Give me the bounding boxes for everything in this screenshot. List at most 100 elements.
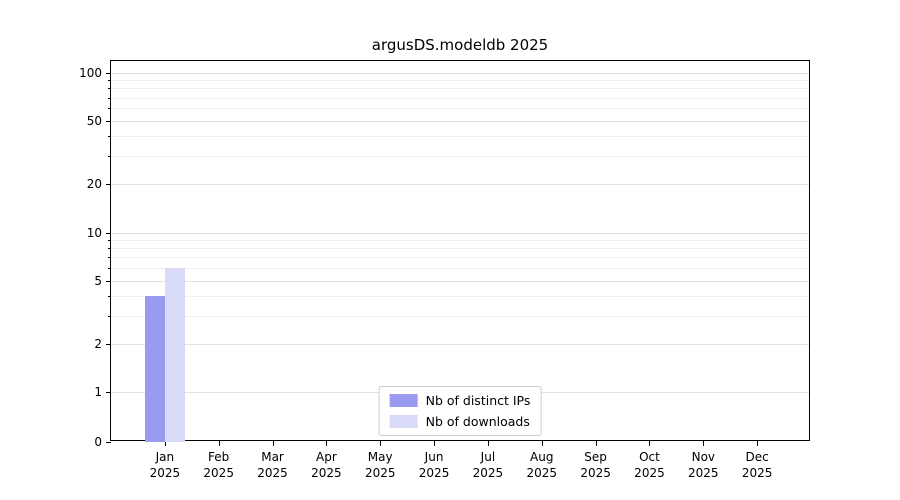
minor-gridline xyxy=(111,80,809,82)
x-tick-label: Aug 2025 xyxy=(526,449,557,481)
y-tick-label: 0 xyxy=(94,435,102,449)
legend-swatch-downloads xyxy=(389,415,418,428)
y-tick-mark xyxy=(106,442,111,443)
x-tick-mark xyxy=(380,441,382,446)
x-tick-label: May 2025 xyxy=(365,449,396,481)
x-tick-mark xyxy=(703,441,705,446)
minor-gridline xyxy=(111,136,809,138)
x-tick-month: Nov xyxy=(691,450,716,464)
x-tick-mark xyxy=(487,441,489,446)
x-tick-mark xyxy=(757,441,759,446)
x-tick-month: Apr xyxy=(315,450,337,464)
major-gridline xyxy=(111,280,809,282)
y-minor-tick-mark xyxy=(108,315,111,317)
x-tick-mark xyxy=(649,441,651,446)
x-tick-year: 2025 xyxy=(203,466,234,480)
minor-gridline xyxy=(111,156,809,158)
x-tick-mark xyxy=(595,441,597,446)
minor-gridline xyxy=(111,267,809,269)
major-gridline xyxy=(111,232,809,234)
x-tick-month: Oct xyxy=(639,450,660,464)
chart-title: argusDS.modeldb 2025 xyxy=(371,36,549,54)
legend-swatch-distinct-ips xyxy=(389,394,418,407)
x-tick-label: Mar 2025 xyxy=(257,449,288,481)
major-gridline xyxy=(111,343,809,345)
x-tick-month: Mar xyxy=(261,450,284,464)
x-tick-label: Sep 2025 xyxy=(580,449,611,481)
x-tick-year: 2025 xyxy=(688,466,719,480)
x-tick-mark xyxy=(272,441,274,446)
legend-label-distinct-ips: Nb of distinct IPs xyxy=(425,393,531,408)
x-tick-label: Jul 2025 xyxy=(473,449,504,481)
x-tick-label: Nov 2025 xyxy=(688,449,719,481)
x-tick-month: Dec xyxy=(745,450,769,464)
x-tick-month: May xyxy=(367,450,393,464)
legend-label-downloads: Nb of downloads xyxy=(425,414,530,429)
legend: Nb of distinct IPs Nb of downloads xyxy=(378,386,542,436)
x-tick-label: Apr 2025 xyxy=(311,449,342,481)
x-tick-label: Dec 2025 xyxy=(742,449,773,481)
x-tick-month: Jul xyxy=(480,450,496,464)
minor-gridline xyxy=(111,108,809,110)
legend-item-downloads: Nb of downloads xyxy=(389,414,531,429)
y-minor-tick-mark xyxy=(108,108,111,110)
y-minor-tick-mark xyxy=(108,239,111,241)
minor-gridline xyxy=(111,239,809,241)
x-tick-year: 2025 xyxy=(257,466,288,480)
y-minor-tick-mark xyxy=(108,156,111,158)
minor-gridline xyxy=(111,97,809,99)
x-tick-label: Jun 2025 xyxy=(419,449,450,481)
legend-item-distinct-ips: Nb of distinct IPs xyxy=(389,393,531,408)
y-minor-tick-mark xyxy=(108,267,111,269)
y-tick-mark xyxy=(106,73,111,74)
x-tick-month: Jan xyxy=(155,450,175,464)
y-tick-mark xyxy=(106,121,111,122)
x-tick-label: Feb 2025 xyxy=(203,449,234,481)
y-tick-mark xyxy=(106,343,111,345)
x-tick-year: 2025 xyxy=(580,466,611,480)
x-tick-mark xyxy=(434,441,436,446)
major-gridline xyxy=(111,121,809,122)
x-tick-mark xyxy=(164,441,166,446)
bar-downloads xyxy=(164,267,185,442)
x-tick-year: 2025 xyxy=(311,466,342,480)
x-tick-year: 2025 xyxy=(472,466,504,480)
y-minor-tick-mark xyxy=(108,257,111,259)
x-tick-label: Jan 2025 xyxy=(150,449,181,481)
major-gridline xyxy=(111,184,809,186)
minor-gridline xyxy=(111,257,809,259)
minor-gridline xyxy=(111,315,809,317)
y-tick-label: 20 xyxy=(86,177,102,192)
major-gridline xyxy=(111,73,809,74)
minor-gridline xyxy=(111,88,809,90)
y-tick-label: 10 xyxy=(86,225,102,240)
y-minor-tick-mark xyxy=(108,80,111,82)
x-tick-year: 2025 xyxy=(418,466,450,480)
y-minor-tick-mark xyxy=(108,247,111,249)
y-tick-label: 100 xyxy=(79,66,102,80)
y-minor-tick-mark xyxy=(108,97,111,99)
x-tick-month: Aug xyxy=(530,450,554,464)
bar-distinct-ips xyxy=(144,295,165,442)
y-tick-label: 1 xyxy=(94,385,102,399)
x-tick-year: 2025 xyxy=(364,466,396,480)
y-tick-mark xyxy=(106,184,111,186)
y-tick-label: 2 xyxy=(94,336,102,351)
y-tick-label: 5 xyxy=(94,273,102,288)
minor-gridline xyxy=(111,295,809,297)
y-minor-tick-mark xyxy=(108,88,111,90)
x-tick-month: Feb xyxy=(208,450,230,464)
x-tick-mark xyxy=(541,441,543,446)
x-tick-year: 2025 xyxy=(634,466,665,480)
minor-gridline xyxy=(111,247,809,249)
y-tick-label: 50 xyxy=(86,114,102,128)
y-tick-mark xyxy=(106,392,111,393)
x-tick-year: 2025 xyxy=(741,466,773,480)
x-tick-mark xyxy=(326,441,328,446)
x-tick-year: 2025 xyxy=(149,466,181,480)
x-tick-year: 2025 xyxy=(526,466,558,480)
y-tick-mark xyxy=(106,280,111,282)
x-tick-month: Jun xyxy=(424,450,444,464)
x-tick-month: Sep xyxy=(584,450,607,464)
